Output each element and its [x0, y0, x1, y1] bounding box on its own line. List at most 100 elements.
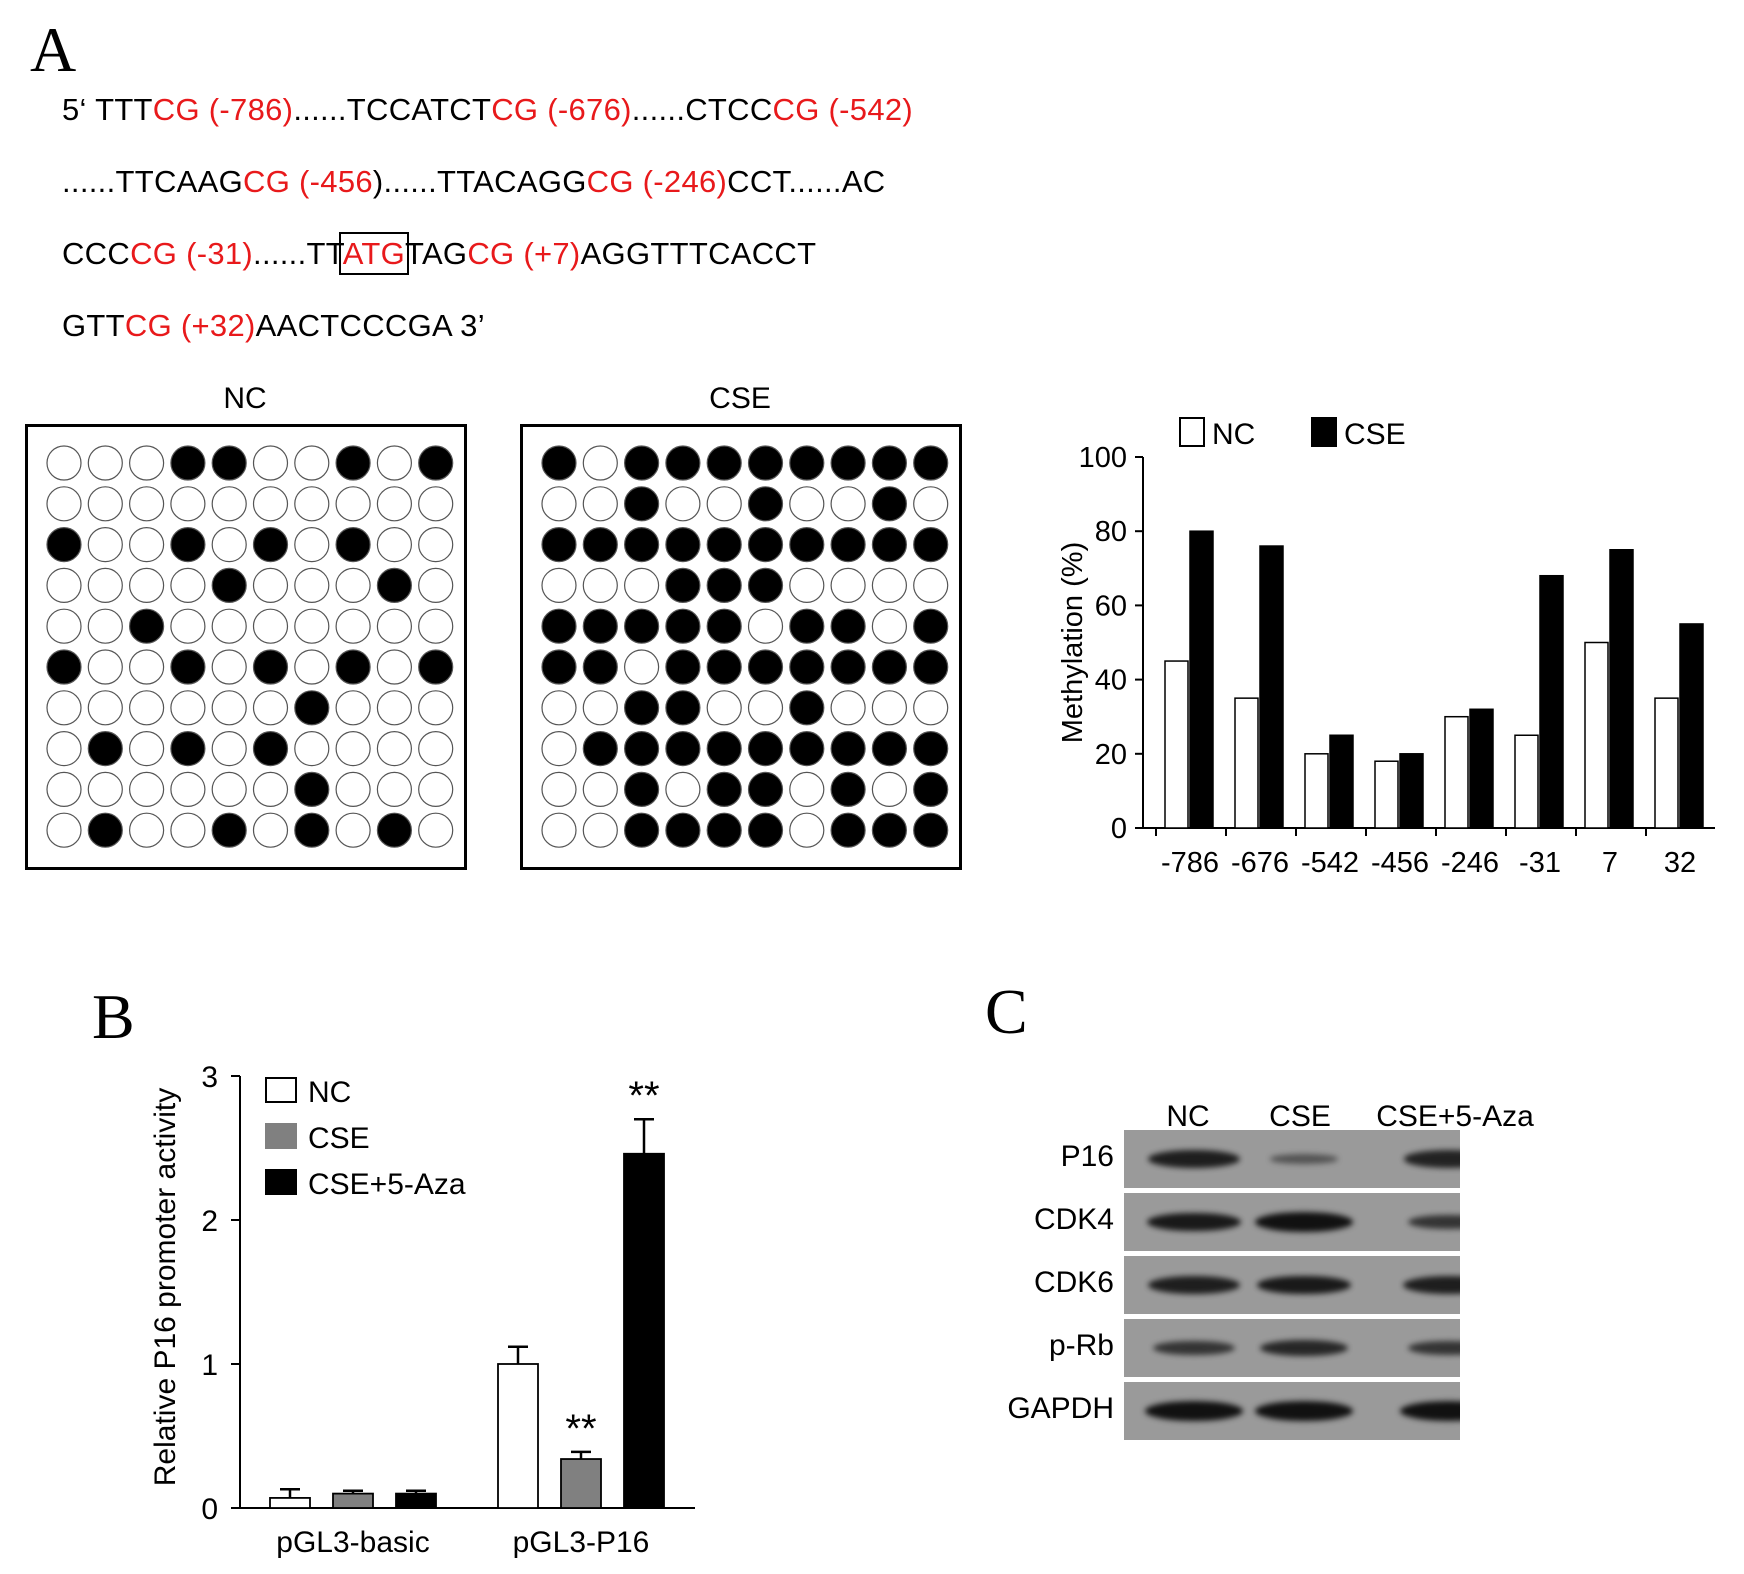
bar-nc	[1584, 641, 1609, 829]
methylated-cpg-dot	[830, 445, 866, 481]
unmethylated-cpg-dot	[170, 771, 206, 807]
unmethylated-cpg-dot	[128, 486, 165, 522]
unmethylated-cpg-dot	[376, 526, 412, 563]
legend-label: CSE	[1344, 418, 1406, 451]
methylated-cpg-dot	[665, 445, 701, 481]
unmethylated-cpg-dot	[830, 567, 866, 603]
x-tick-label: -542	[1301, 847, 1359, 879]
methylated-cpg-dot	[541, 608, 577, 644]
methylated-cpg-dot	[418, 445, 454, 481]
bar-cse+5-aza	[623, 1152, 665, 1509]
blot-label: CDK6	[1033, 1266, 1114, 1299]
unmethylated-cpg-dot	[541, 731, 577, 767]
unmethylated-cpg-dot	[211, 771, 247, 807]
protein-band	[1147, 1212, 1241, 1232]
x-tick-label: -246	[1441, 847, 1499, 879]
unmethylated-cpg-dot	[789, 812, 825, 848]
lane-label: NC	[1166, 1100, 1210, 1133]
unmethylated-cpg-dot	[830, 690, 866, 726]
unmethylated-cpg-dot	[335, 771, 371, 807]
unmethylated-cpg-dot	[335, 608, 371, 644]
methylated-cpg-dot	[706, 608, 742, 644]
unmethylated-cpg-dot	[46, 690, 82, 726]
methylated-cpg-dot	[665, 608, 701, 644]
unmethylated-cpg-dot	[46, 771, 82, 807]
unmethylated-cpg-dot	[87, 649, 123, 685]
methylated-cpg-dot	[871, 445, 907, 481]
methylated-cpg-dot	[747, 649, 784, 685]
blot-label: GAPDH	[1007, 1392, 1114, 1425]
protein-band	[1403, 1276, 1460, 1294]
sequence-segment: CCT......AC	[727, 164, 886, 199]
methylated-cpg-dot	[335, 526, 371, 563]
x-tick-label: 32	[1664, 847, 1696, 879]
methylated-cpg-dot	[706, 649, 742, 685]
unmethylated-cpg-dot	[294, 608, 330, 644]
methylated-cpg-dot	[747, 812, 784, 848]
methylated-cpg-dot	[789, 526, 825, 563]
significance-marker: **	[628, 1074, 659, 1118]
methylated-cpg-dot	[623, 445, 660, 481]
unmethylated-cpg-dot	[335, 690, 371, 726]
y-tick-label: 0	[1111, 813, 1127, 845]
protein-band	[1408, 1214, 1460, 1230]
unmethylated-cpg-dot	[913, 690, 949, 726]
methylated-cpg-dot	[211, 812, 247, 848]
unmethylated-cpg-dot	[128, 731, 165, 767]
methylated-cpg-dot	[87, 812, 123, 848]
blot-strip-p16	[1124, 1130, 1460, 1188]
unmethylated-cpg-dot	[211, 486, 247, 522]
unmethylated-cpg-dot	[582, 486, 618, 522]
y-tick-label: 2	[201, 1205, 218, 1238]
protein-band	[1404, 1150, 1460, 1168]
methylated-cpg-dot	[128, 608, 165, 644]
methylated-cpg-dot	[747, 445, 784, 481]
sequence-segment: CCC	[62, 236, 131, 271]
bar-nc	[1654, 697, 1679, 829]
unmethylated-cpg-dot	[128, 690, 165, 726]
x-tick-label: pGL3-P16	[513, 1526, 650, 1559]
unmethylated-cpg-dot	[789, 771, 825, 807]
methylated-cpg-dot	[87, 731, 123, 767]
sequence-segment: AGGTTTCACCT	[580, 236, 817, 271]
unmethylated-cpg-dot	[252, 608, 289, 644]
methylated-cpg-dot	[913, 608, 949, 644]
protein-band	[1255, 1212, 1353, 1232]
methylated-cpg-dot	[294, 812, 330, 848]
methylated-cpg-dot	[665, 812, 701, 848]
unmethylated-cpg-dot	[582, 690, 618, 726]
sequence-segment: )......TTACAGG	[372, 164, 587, 199]
y-axis-label: Methylation (%)	[1057, 542, 1089, 743]
x-tick-label: -786	[1161, 847, 1219, 879]
methylated-cpg-dot	[252, 649, 289, 685]
y-tick-label: 40	[1095, 665, 1127, 697]
unmethylated-cpg-dot	[871, 608, 907, 644]
protein-band	[1148, 1276, 1240, 1294]
methylated-cpg-dot	[623, 771, 660, 807]
cpg-site-label: CG (+7)	[467, 236, 581, 271]
legend-label: CSE+5-Aza	[308, 1168, 466, 1201]
unmethylated-cpg-dot	[46, 731, 82, 767]
methylated-cpg-dot	[541, 526, 577, 563]
protein-band	[1257, 1275, 1351, 1295]
unmethylated-cpg-dot	[128, 445, 165, 481]
unmethylated-cpg-dot	[376, 486, 412, 522]
start-codon-box: ATG	[338, 232, 410, 275]
methylated-cpg-dot	[706, 731, 742, 767]
unmethylated-cpg-dot	[170, 486, 206, 522]
bar-cse	[1329, 734, 1354, 829]
x-tick-label: -31	[1519, 847, 1561, 879]
legend-swatch-nc	[1179, 417, 1205, 447]
protein-band	[1255, 1401, 1353, 1421]
sequence-segment: GTT	[62, 308, 125, 343]
methylated-cpg-dot	[294, 690, 330, 726]
methylated-cpg-dot	[830, 608, 866, 644]
methylated-cpg-dot	[789, 445, 825, 481]
methylated-cpg-dot	[170, 526, 206, 563]
methylated-cpg-dot	[830, 812, 866, 848]
y-tick-label: 1	[201, 1349, 218, 1382]
unmethylated-cpg-dot	[87, 526, 123, 563]
methylated-cpg-dot	[376, 567, 412, 603]
unmethylated-cpg-dot	[582, 445, 618, 481]
